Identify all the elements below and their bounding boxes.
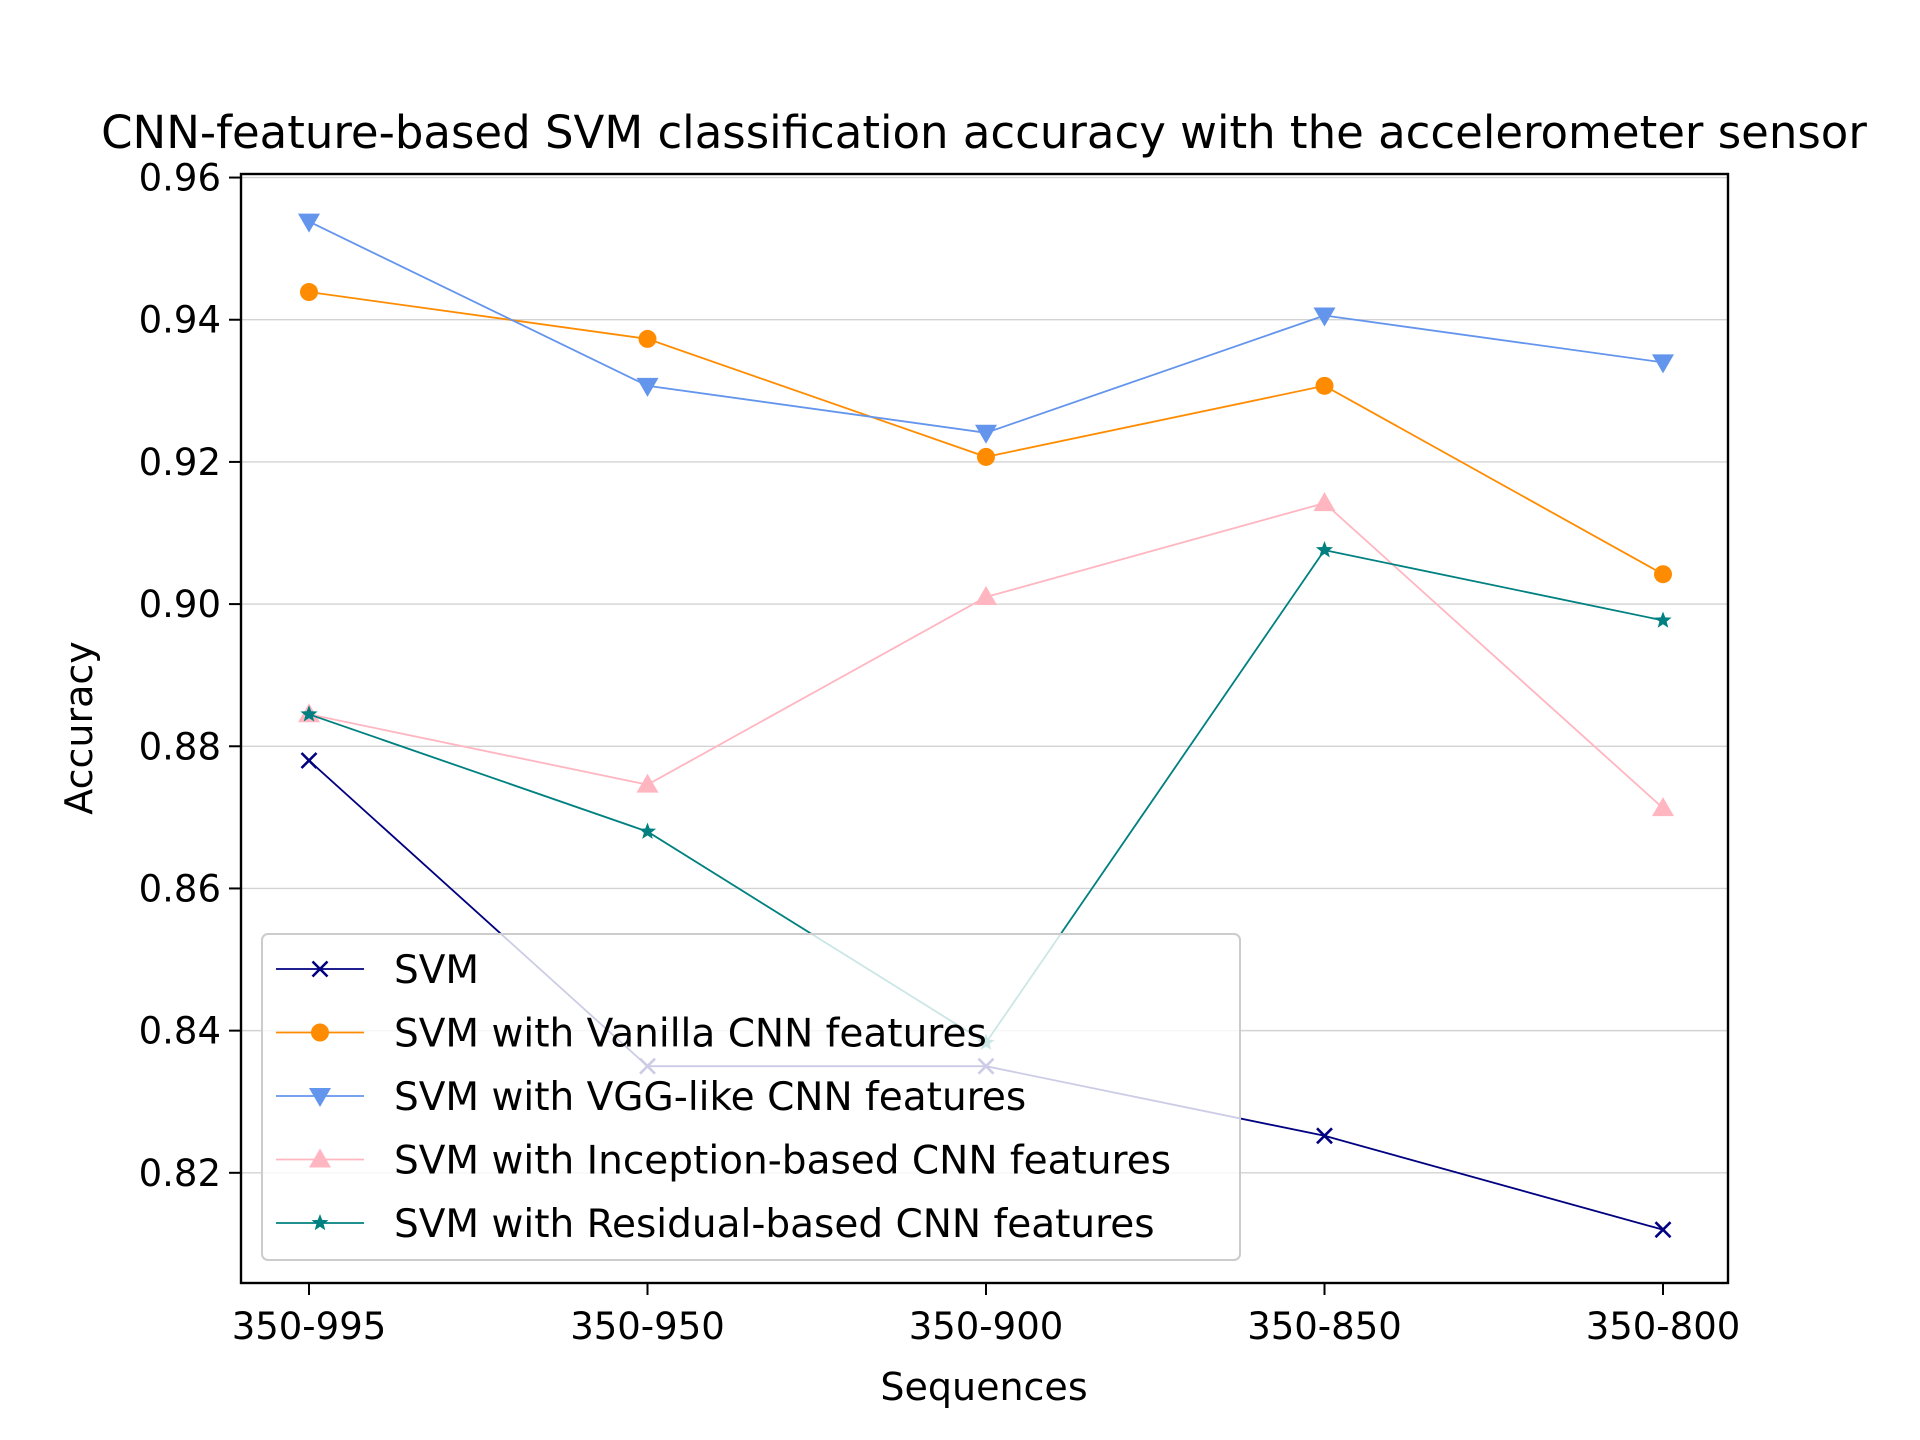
data-point xyxy=(636,377,659,397)
y-tick-label: 0.90 xyxy=(139,583,221,626)
data-point xyxy=(300,752,318,769)
y-tick-label: 0.88 xyxy=(139,725,221,768)
plot-frame xyxy=(239,172,1730,1285)
series-3 xyxy=(298,213,1674,444)
data-point xyxy=(1313,307,1336,327)
y-tick-label: 0.86 xyxy=(139,867,221,910)
y-axis-label: Accuracy xyxy=(57,641,101,815)
series-2 xyxy=(300,283,1672,584)
data-point xyxy=(298,213,320,233)
data-point xyxy=(975,424,997,444)
legend: SVM SVM with Vanilla CNN features SVM with… xyxy=(261,933,1241,1261)
legend-item: SVM with VGG-like CNN features xyxy=(276,1075,1026,1120)
data-point xyxy=(638,822,657,839)
data-point xyxy=(1316,1127,1333,1145)
series-line xyxy=(308,502,1664,809)
data-point xyxy=(300,283,318,302)
x-tick-label: 350-950 xyxy=(570,1305,725,1348)
data-point xyxy=(636,773,659,793)
legend-marker xyxy=(309,1088,331,1107)
legend-label: SVM xyxy=(394,948,479,993)
legend-label: SVM with Vanilla CNN features xyxy=(394,1012,987,1057)
x-axis-label: Sequences xyxy=(880,1365,1087,1409)
y-tick-label: 0.94 xyxy=(139,299,221,342)
legend-label: SVM with Inception-based CNN features xyxy=(394,1139,1171,1184)
legend-item: SVM xyxy=(276,948,479,993)
data-point xyxy=(977,447,995,466)
data-point xyxy=(300,705,318,722)
x-tick-label: 350-800 xyxy=(1586,1305,1741,1348)
y-tick-label: 0.82 xyxy=(139,1152,221,1195)
legend-marker xyxy=(309,1148,331,1168)
data-point xyxy=(975,585,997,605)
data-point xyxy=(638,329,657,348)
x-tick-label: 350-995 xyxy=(232,1305,387,1348)
data-point xyxy=(1652,354,1674,374)
legend-label: SVM with VGG-like CNN features xyxy=(394,1075,1026,1120)
data-point xyxy=(1654,565,1672,584)
legend-item: SVM with Residual-based CNN features xyxy=(276,1202,1155,1247)
data-point xyxy=(1313,492,1336,512)
x-tick-label: 350-850 xyxy=(1247,1305,1402,1348)
legend-item: SVM with Vanilla CNN features xyxy=(276,1012,987,1057)
series-4 xyxy=(298,492,1674,817)
data-point xyxy=(1652,797,1674,817)
data-point xyxy=(1654,611,1672,628)
axis-ticks: 0.82 0.84 0.86 0.88 0.90 0.92 0.94 0.96 350-995 3… xyxy=(139,157,1741,1348)
x-tick-label: 350-900 xyxy=(909,1305,1064,1348)
legend-marker xyxy=(311,960,329,978)
y-tick-label: 0.96 xyxy=(139,157,221,200)
data-point xyxy=(1654,1221,1672,1239)
legend-box xyxy=(261,933,1241,1261)
y-tick-label: 0.92 xyxy=(139,441,221,484)
data-point xyxy=(1315,541,1334,558)
legend-item: SVM with Inception-based CNN features xyxy=(276,1139,1171,1184)
chart-title: CNN-feature-based SVM classification acc… xyxy=(101,106,1867,159)
legend-marker xyxy=(311,1214,329,1231)
series-line xyxy=(308,220,1664,434)
legend-label: SVM with Residual-based CNN features xyxy=(394,1202,1155,1247)
data-point xyxy=(1315,376,1334,395)
y-tick-label: 0.84 xyxy=(139,1010,221,1053)
legend-marker xyxy=(311,1023,329,1042)
